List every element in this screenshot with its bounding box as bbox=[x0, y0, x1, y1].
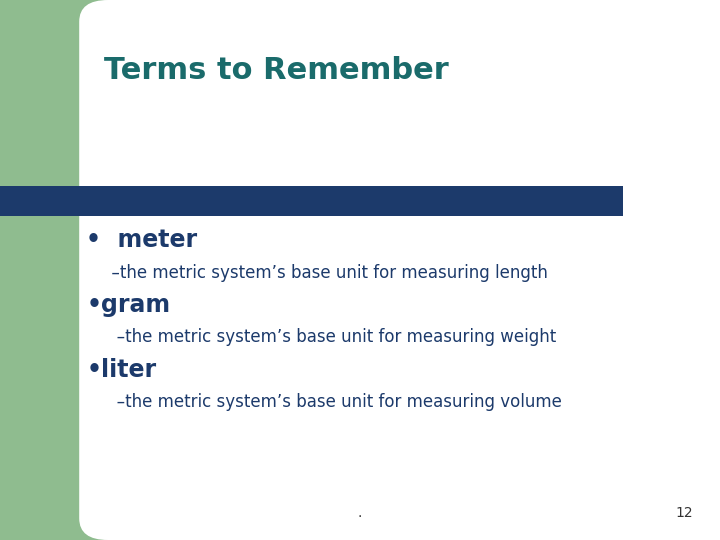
Text: •gram: •gram bbox=[86, 293, 171, 317]
Text: •  meter: • meter bbox=[86, 228, 197, 252]
Text: •liter: •liter bbox=[86, 358, 156, 382]
FancyBboxPatch shape bbox=[79, 0, 720, 540]
Text: –the metric system’s base unit for measuring weight: –the metric system’s base unit for measu… bbox=[101, 328, 556, 347]
Text: 12: 12 bbox=[675, 506, 693, 520]
Text: Terms to Remember: Terms to Remember bbox=[104, 56, 449, 85]
Bar bbox=[0, 186, 623, 216]
Text: –the metric system’s base unit for measuring length: –the metric system’s base unit for measu… bbox=[101, 264, 548, 282]
Text: –the metric system’s base unit for measuring volume: –the metric system’s base unit for measu… bbox=[101, 393, 562, 411]
Text: .: . bbox=[358, 506, 362, 520]
Bar bbox=[0, 0, 112, 540]
